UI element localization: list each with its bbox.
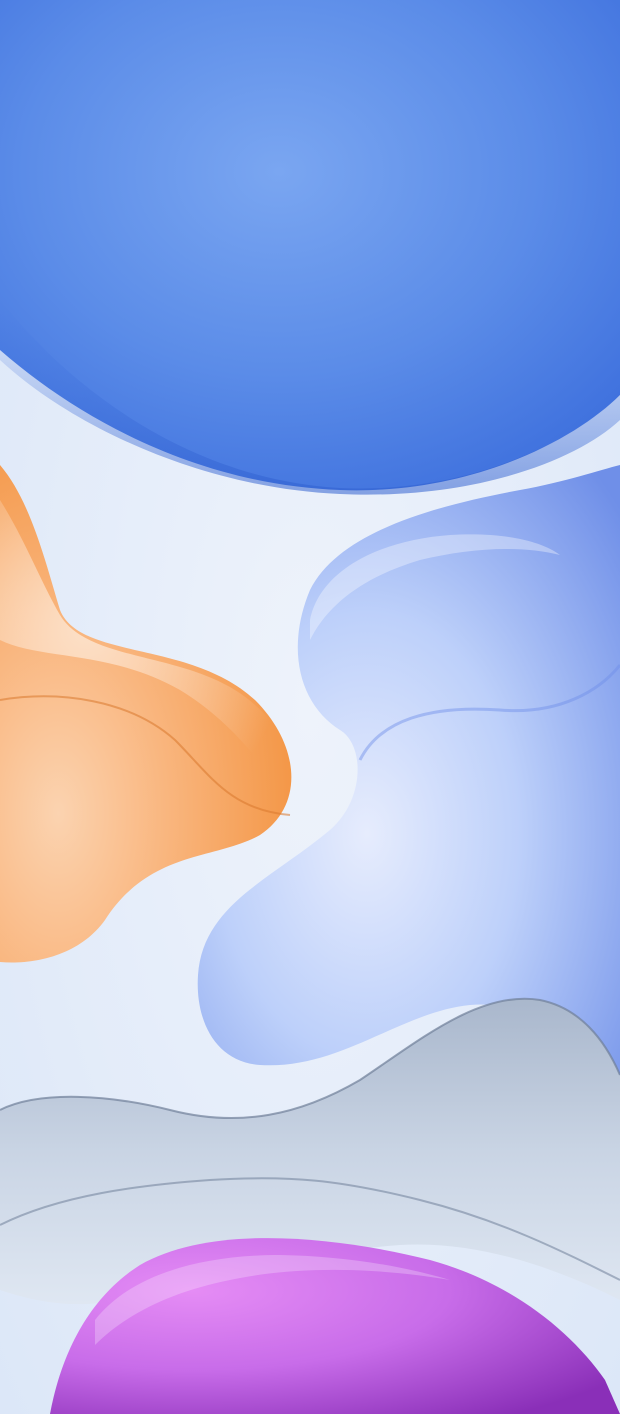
gray-wave-edge bbox=[0, 997, 620, 1119]
blue-dome bbox=[0, 0, 620, 491]
gray-wave-inner-edge bbox=[0, 1177, 620, 1281]
purple-blob-shine bbox=[95, 1255, 450, 1345]
purple-blob bbox=[50, 1238, 620, 1414]
periwinkle-blob-shine bbox=[310, 534, 560, 640]
orange-blob bbox=[0, 465, 292, 963]
orange-blob-fold bbox=[0, 695, 291, 816]
periwinkle-blob-ridge bbox=[358, 664, 620, 761]
gray-wave bbox=[0, 998, 620, 1305]
periwinkle-blob bbox=[197, 465, 620, 1080]
blue-dome-rim bbox=[0, 300, 620, 495]
